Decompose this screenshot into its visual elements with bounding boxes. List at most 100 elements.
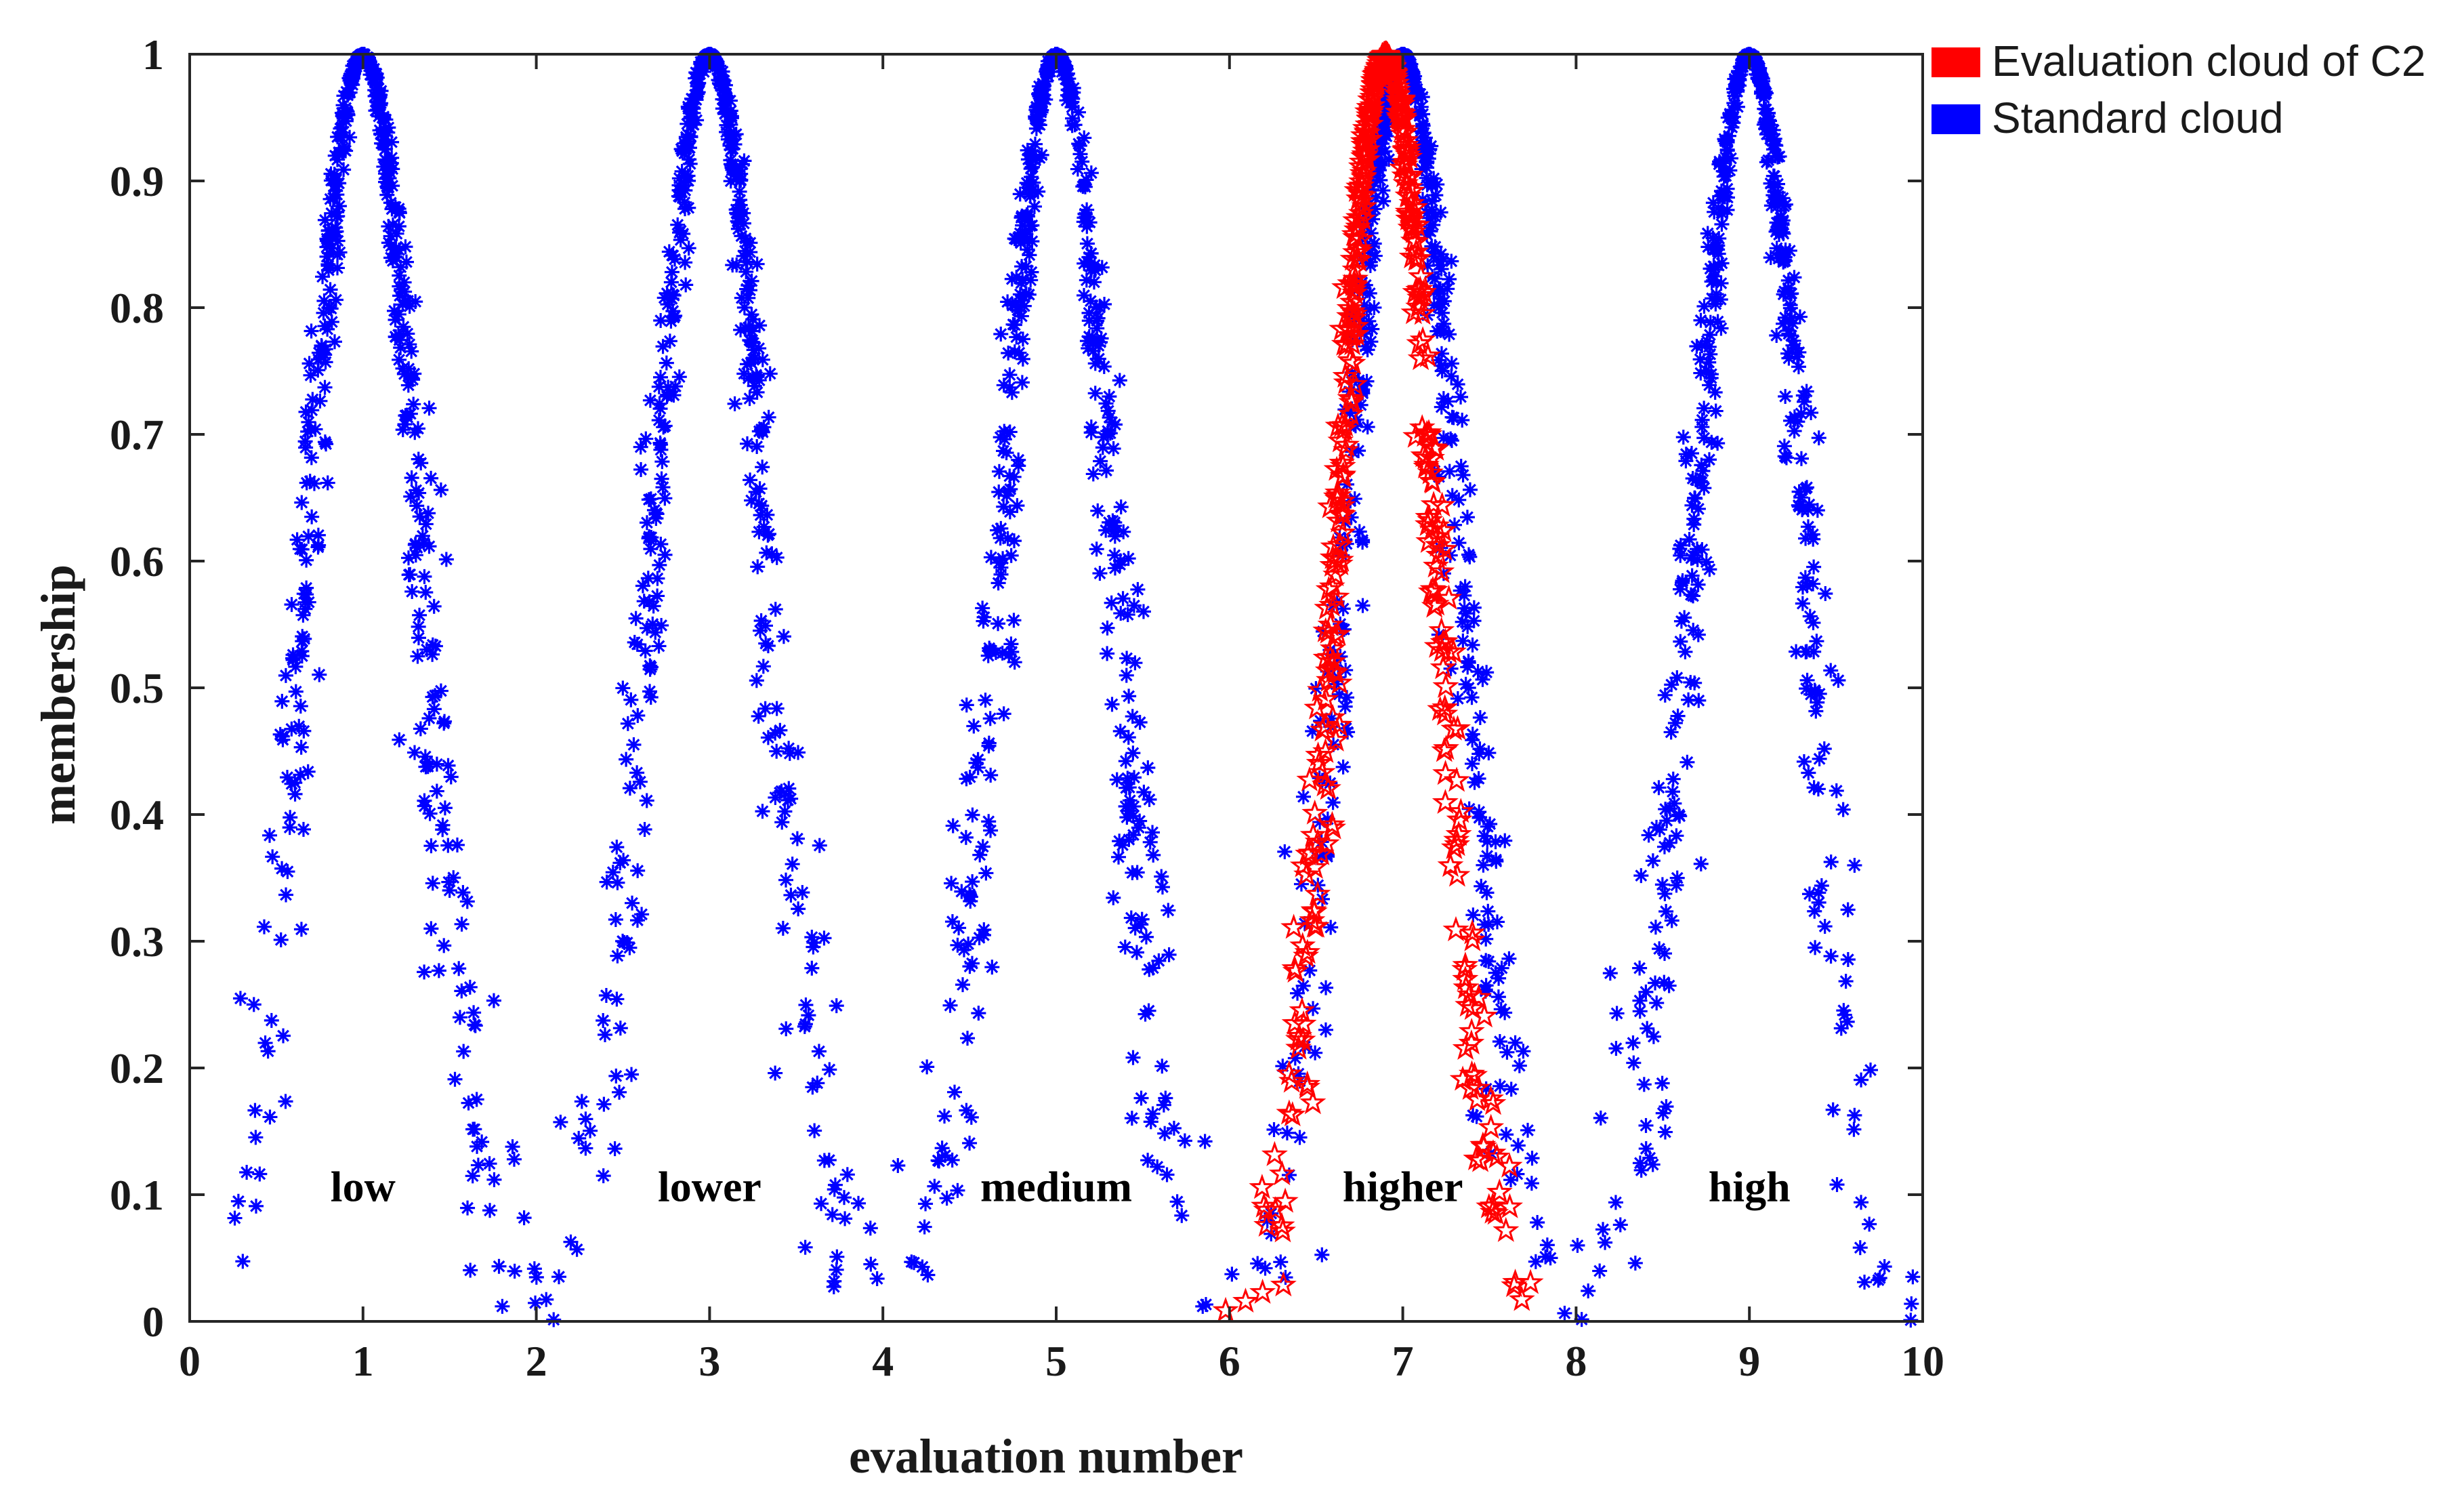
standard-cloud-point <box>1480 833 1495 849</box>
standard-cloud-point <box>1658 1099 1674 1115</box>
standard-cloud-point <box>273 932 289 947</box>
standard-cloud-point <box>377 152 393 167</box>
standard-cloud-point <box>321 300 337 316</box>
standard-cloud-point <box>1154 880 1170 895</box>
standard-cloud-point <box>751 424 767 439</box>
standard-cloud-point <box>1121 688 1137 704</box>
standard-cloud-point <box>388 329 404 345</box>
standard-cloud-point <box>608 912 623 928</box>
standard-cloud-point <box>421 539 437 554</box>
standard-cloud-point <box>749 256 765 272</box>
standard-cloud-point <box>749 673 764 688</box>
standard-cloud-point <box>719 90 734 106</box>
standard-cloud-point <box>404 583 420 599</box>
standard-cloud-point <box>1581 1283 1596 1299</box>
standard-cloud-point <box>1625 1035 1641 1050</box>
standard-cloud-point <box>1510 1138 1526 1153</box>
standard-cloud-point <box>1460 619 1476 634</box>
standard-cloud-point <box>293 767 308 783</box>
standard-cloud-point <box>965 874 980 890</box>
standard-cloud-point <box>996 499 1011 514</box>
standard-cloud-point <box>1083 165 1099 181</box>
standard-cloud-point <box>634 907 650 922</box>
standard-cloud-point <box>1087 356 1103 371</box>
standard-cloud-point <box>643 491 659 507</box>
standard-cloud-point <box>1482 817 1498 832</box>
standard-cloud-point <box>421 506 436 521</box>
standard-cloud-point <box>937 1109 953 1124</box>
standard-cloud-point <box>1857 1275 1873 1290</box>
standard-cloud-point <box>310 363 326 378</box>
standard-cloud-point <box>1318 980 1334 995</box>
standard-cloud-point <box>1570 1237 1585 1253</box>
standard-cloud-point <box>285 647 301 663</box>
standard-cloud-point <box>227 1210 243 1226</box>
standard-cloud-point <box>955 977 971 993</box>
standard-cloud-point <box>629 636 645 652</box>
standard-cloud-point <box>294 495 310 510</box>
standard-cloud-point <box>398 239 413 255</box>
standard-cloud-point <box>1121 730 1136 745</box>
standard-cloud-point <box>486 1172 502 1187</box>
standard-cloud-point <box>401 567 417 583</box>
y-tick-label: 0.4 <box>110 791 164 839</box>
standard-cloud-point <box>1862 1216 1877 1232</box>
standard-cloud-point <box>294 541 310 557</box>
x-tick-label: 2 <box>526 1337 547 1385</box>
standard-cloud-point <box>774 783 789 799</box>
standard-cloud-point <box>749 438 765 454</box>
standard-cloud-point <box>1074 154 1090 169</box>
standard-cloud-point <box>1377 126 1393 142</box>
x-tick-label: 8 <box>1565 1337 1587 1385</box>
standard-cloud-point <box>335 140 350 156</box>
standard-cloud-point <box>1318 1022 1333 1037</box>
standard-cloud-point <box>1472 741 1488 757</box>
standard-cloud-point <box>1016 289 1031 304</box>
standard-cloud-point <box>1111 849 1127 865</box>
standard-cloud-point <box>301 356 317 371</box>
standard-cloud-point <box>1295 789 1311 804</box>
standard-cloud-point <box>1766 168 1782 184</box>
standard-cloud-point <box>890 1158 906 1174</box>
y-tick-label: 0.5 <box>110 664 164 712</box>
standard-cloud-point <box>1166 1120 1182 1136</box>
standard-cloud-point <box>751 496 767 512</box>
standard-cloud-point <box>736 153 752 169</box>
standard-cloud-point <box>1106 441 1121 457</box>
standard-cloud-point <box>729 258 745 273</box>
standard-cloud-point <box>1020 231 1035 247</box>
standard-cloud-point <box>970 760 986 775</box>
standard-cloud-point <box>748 484 764 499</box>
standard-cloud-point <box>1006 533 1022 549</box>
standard-cloud-point <box>256 919 272 934</box>
standard-cloud-point <box>1121 803 1137 819</box>
standard-cloud-point <box>247 1103 263 1118</box>
standard-cloud-point <box>785 857 800 872</box>
standard-cloud-point <box>1823 855 1839 870</box>
standard-cloud-point <box>681 241 696 256</box>
standard-cloud-point <box>1009 329 1024 345</box>
standard-cloud-point <box>1693 312 1709 328</box>
standard-cloud-point <box>743 472 758 488</box>
standard-cloud-point <box>653 313 669 329</box>
zone-label: low <box>331 1162 396 1210</box>
standard-cloud-point <box>330 260 346 276</box>
standard-cloud-point <box>461 1095 476 1111</box>
standard-cloud-point <box>293 739 309 755</box>
standard-cloud-point <box>778 1021 794 1037</box>
standard-cloud-point <box>1115 591 1131 606</box>
standard-cloud-point <box>406 745 422 760</box>
standard-cloud-point <box>1847 1107 1862 1123</box>
standard-cloud-point <box>392 732 407 747</box>
standard-cloud-point <box>1104 415 1120 430</box>
standard-cloud-point <box>1083 425 1099 440</box>
standard-cloud-point <box>1491 970 1507 986</box>
x-tick-label: 1 <box>352 1337 374 1385</box>
standard-cloud-point <box>789 831 805 846</box>
standard-cloud-point <box>571 1130 587 1146</box>
standard-cloud-point <box>942 997 958 1013</box>
standard-cloud-point <box>1277 844 1293 859</box>
standard-cloud-point <box>612 1084 627 1100</box>
standard-cloud-point <box>1685 548 1700 563</box>
standard-cloud-point <box>328 220 343 235</box>
